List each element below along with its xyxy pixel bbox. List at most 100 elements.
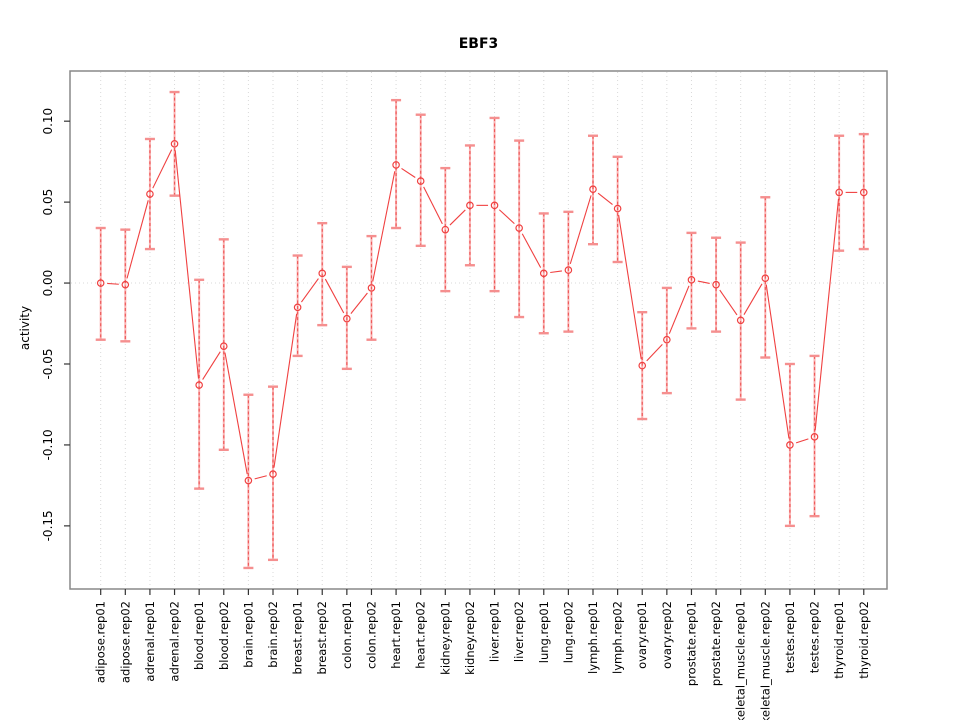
x-tick-label: heart.rep02 <box>414 601 428 669</box>
x-tick-label: adrenal.rep01 <box>143 601 157 682</box>
line-segment <box>697 280 710 284</box>
x-tick-label: ovary.rep02 <box>660 601 674 669</box>
y-tick-label: 0.00 <box>41 270 55 297</box>
data-point <box>96 279 105 287</box>
y-tick-label: 0.10 <box>41 108 55 135</box>
line-segment <box>372 171 396 282</box>
y-tick-label: -0.05 <box>41 348 55 379</box>
x-tick-label: prostate.rep01 <box>684 601 698 686</box>
line-segment <box>646 344 663 362</box>
error-bars <box>95 90 869 570</box>
line-segment <box>174 150 200 379</box>
data-point <box>219 342 228 350</box>
line-segment <box>300 278 319 303</box>
data-point <box>761 274 770 283</box>
data-point <box>687 276 696 284</box>
x-axis: adipose.rep01 adipose.rep02 adrenal.rep01 a… <box>94 589 871 720</box>
data-point <box>367 284 376 292</box>
x-tick-label: lymph.rep01 <box>586 601 600 674</box>
line-segment <box>668 285 690 334</box>
line-segment <box>498 209 515 225</box>
data-point <box>810 433 819 441</box>
line-segment <box>423 186 443 225</box>
x-tick-label: thyroid.rep01 <box>832 601 846 679</box>
data-point <box>441 225 450 234</box>
data-point <box>195 381 203 389</box>
x-tick-label: testes.rep02 <box>808 601 822 673</box>
data-point <box>539 269 548 278</box>
x-tick-label: adipose.rep01 <box>94 601 108 683</box>
x-tick-label: kidney.rep01 <box>438 601 452 675</box>
data-point <box>293 303 302 312</box>
x-tick-label: lung.rep01 <box>537 601 551 663</box>
x-tick-label: blood.rep02 <box>217 601 231 670</box>
x-tick-label: adipose.rep02 <box>118 601 132 683</box>
line-segment <box>324 278 345 314</box>
x-tick-label: colon.rep02 <box>364 601 378 669</box>
x-tick-label: brain.rep01 <box>241 601 255 668</box>
x-tick-label: lung.rep02 <box>561 601 575 663</box>
y-tick-label: 0.05 <box>41 189 55 216</box>
line-segment <box>569 195 592 265</box>
data-point <box>736 316 745 325</box>
x-tick-label: ovary.rep01 <box>635 601 649 669</box>
data-point <box>712 280 720 289</box>
line-segment <box>107 282 119 285</box>
data-point <box>121 280 130 289</box>
line-segment <box>152 149 173 189</box>
x-tick-label: breast.rep01 <box>291 601 305 675</box>
x-tick-label: lymph.rep02 <box>611 601 625 674</box>
line-segment <box>795 438 809 444</box>
line-segment <box>743 283 763 315</box>
data-point <box>638 361 647 370</box>
x-tick-label: skeletal_muscle.rep02 <box>758 601 772 720</box>
line-segment <box>719 289 738 316</box>
data-points <box>96 140 868 485</box>
line-segment <box>618 214 642 360</box>
data-point <box>318 269 327 278</box>
data-point <box>786 441 794 449</box>
line-segment <box>202 351 221 380</box>
x-tick-label: heart.rep01 <box>389 601 403 669</box>
y-axis: 0.10 0.05 0.00 -0.05 -0.10 -0.15 <box>41 108 70 541</box>
line-segment <box>350 292 368 314</box>
series-line <box>107 149 858 480</box>
x-tick-label: kidney.rep02 <box>463 601 477 675</box>
chart-title: EBF3 <box>458 36 499 52</box>
data-point <box>392 161 400 169</box>
data-point <box>146 190 154 198</box>
x-tick-label: liver.rep02 <box>512 601 526 662</box>
x-tick-label: liver.rep01 <box>488 601 502 662</box>
line-segment <box>521 233 542 268</box>
line-segment <box>449 209 466 226</box>
data-point <box>564 266 573 274</box>
x-tick-label: skeletal_muscle.rep01 <box>734 601 748 720</box>
x-tick-label: adrenal.rep02 <box>168 601 182 682</box>
x-tick-label: thyroid.rep02 <box>857 601 871 679</box>
y-tick-label: -0.15 <box>41 510 55 541</box>
data-point <box>269 470 277 478</box>
x-tick-label: testes.rep01 <box>783 601 797 673</box>
y-tick-label: -0.10 <box>41 429 55 460</box>
line-segment <box>224 352 248 475</box>
data-point <box>589 185 597 193</box>
data-point <box>515 224 523 232</box>
line-segment <box>597 192 613 205</box>
data-point <box>613 204 622 213</box>
x-tick-label: prostate.rep02 <box>709 601 723 686</box>
line-segment <box>550 270 563 274</box>
x-tick-label: blood.rep01 <box>192 601 206 670</box>
line-segment <box>254 475 267 480</box>
data-point <box>835 188 843 197</box>
x-tick-label: brain.rep02 <box>266 601 280 668</box>
data-point <box>859 188 868 197</box>
x-tick-label: breast.rep02 <box>315 601 329 675</box>
data-point <box>490 201 499 210</box>
line-segment <box>814 198 840 431</box>
line-segment <box>126 200 149 279</box>
x-tick-label: colon.rep01 <box>340 601 354 669</box>
data-point <box>663 335 671 344</box>
line-segment <box>401 167 416 178</box>
